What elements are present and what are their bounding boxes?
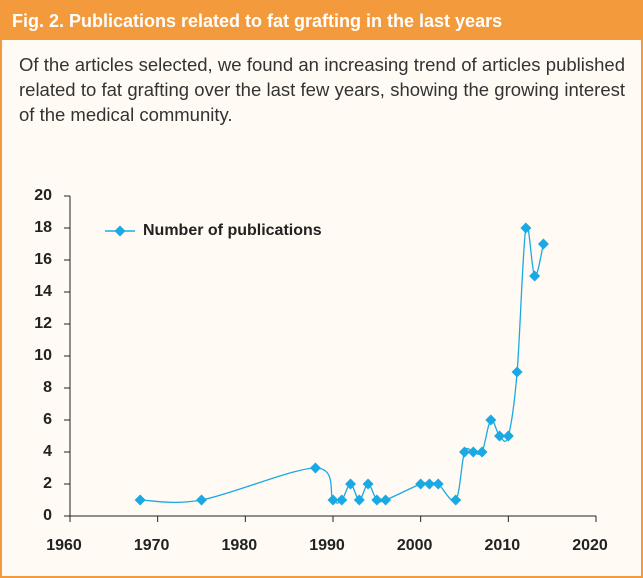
data-point: [353, 494, 365, 506]
y-tick-label: 8: [43, 379, 52, 396]
data-point: [494, 430, 506, 442]
data-point: [362, 478, 374, 490]
y-tick-label: 12: [34, 315, 52, 332]
y-tick-label: 20: [34, 187, 52, 204]
x-tick-label: 2000: [397, 537, 433, 554]
data-point: [529, 270, 541, 282]
data-point: [380, 494, 392, 506]
data-point: [476, 446, 488, 458]
x-tick-label: 1980: [222, 537, 258, 554]
x-tick-label: 1960: [46, 537, 82, 554]
y-tick-label: 6: [43, 411, 52, 428]
y-tick-label: 0: [43, 507, 52, 524]
data-point: [450, 494, 462, 506]
data-point: [196, 494, 207, 506]
x-tick-label: 2020: [572, 537, 608, 554]
data-point: [520, 222, 532, 234]
data-point: [423, 478, 435, 490]
y-tick-label: 4: [43, 443, 52, 460]
y-tick-label: 2: [43, 475, 52, 492]
data-point: [467, 446, 479, 458]
data-point: [309, 462, 321, 474]
data-point: [537, 238, 549, 250]
y-tick-label: 10: [34, 347, 52, 364]
data-point: [415, 478, 427, 490]
data-point: [485, 414, 497, 426]
series-line: [140, 224, 545, 504]
data-point: [336, 494, 348, 506]
x-tick-label: 2010: [485, 537, 521, 554]
data-point: [327, 494, 339, 506]
data-point: [134, 494, 146, 506]
x-tick-label: 1990: [309, 537, 345, 554]
data-point: [511, 366, 523, 378]
x-tick-label: 1970: [134, 537, 170, 554]
legend-label: Number of publications: [143, 222, 322, 239]
data-point: [345, 478, 357, 490]
y-tick-label: 18: [34, 219, 52, 236]
figure-title: Fig. 2. Publications related to fat graf…: [2, 2, 641, 40]
data-point: [502, 430, 514, 442]
y-tick-label: 16: [34, 251, 52, 268]
legend-marker: [114, 225, 126, 237]
y-tick-label: 14: [34, 283, 52, 300]
data-point: [459, 446, 470, 458]
data-point: [371, 494, 383, 506]
caption: Of the articles selected, we found an in…: [19, 54, 625, 125]
data-point: [432, 478, 444, 490]
